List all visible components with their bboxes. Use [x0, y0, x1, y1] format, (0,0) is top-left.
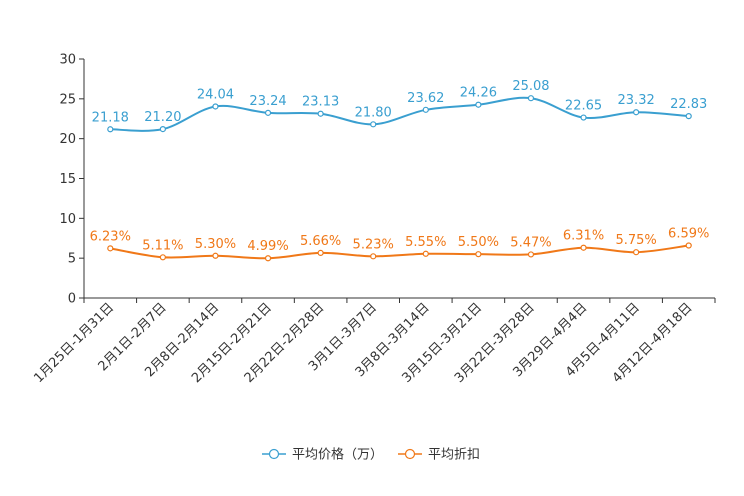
data-label: 24.04 — [197, 87, 234, 102]
y-tick-label: 5 — [68, 252, 76, 267]
data-point[interactable] — [475, 101, 482, 108]
data-point[interactable] — [370, 253, 377, 260]
data-point[interactable] — [317, 110, 324, 117]
series-2: 6.23% 5.11% 5.30% 4.99% 5.66% 5.23% 5.55% 5.50%… — [90, 226, 709, 262]
data-point[interactable] — [527, 95, 535, 102]
data-label: 23.24 — [249, 94, 286, 109]
y-tick-label: 20 — [59, 132, 76, 147]
data-point[interactable] — [633, 109, 640, 116]
data-label: 6.23% — [90, 229, 131, 244]
data-label: 5.47% — [510, 235, 551, 250]
data-label: 22.65 — [565, 99, 602, 114]
data-label: 6.31% — [563, 229, 604, 244]
data-point[interactable] — [317, 249, 324, 257]
data-point[interactable] — [685, 242, 692, 249]
y-tick-label: 10 — [59, 212, 76, 227]
data-label: 21.80 — [355, 105, 392, 120]
data-point[interactable] — [475, 251, 482, 258]
data-point[interactable] — [580, 114, 587, 121]
series-line — [110, 244, 689, 260]
data-label: 5.30% — [195, 237, 236, 252]
data-point[interactable] — [422, 106, 429, 113]
data-point[interactable] — [633, 249, 640, 256]
y-tick-label: 30 — [59, 53, 76, 68]
data-label: 21.20 — [144, 110, 181, 125]
data-point[interactable] — [370, 121, 377, 128]
data-label: 23.13 — [302, 95, 339, 110]
data-point[interactable] — [107, 245, 114, 252]
legend-item-1[interactable]: 平均价格（万） — [262, 447, 383, 463]
data-point[interactable] — [159, 254, 166, 261]
data-point[interactable] — [580, 244, 587, 251]
legend-label: 平均折扣 — [428, 448, 480, 463]
data-point[interactable] — [107, 126, 114, 133]
data-point[interactable] — [527, 251, 535, 258]
data-label: 5.66% — [300, 234, 341, 249]
legend-label: 平均价格（万） — [292, 447, 383, 463]
data-point[interactable] — [264, 255, 272, 262]
data-label: 5.11% — [142, 238, 183, 253]
data-label: 24.26 — [460, 86, 497, 101]
data-label: 22.83 — [670, 97, 707, 112]
data-label: 21.18 — [92, 110, 129, 125]
legend-marker-icon — [268, 448, 280, 460]
data-label: 4.99% — [247, 239, 288, 254]
data-point[interactable] — [159, 126, 166, 133]
data-label: 23.32 — [618, 93, 655, 108]
axes: 0510152025301月25日-1月31日2月1日-2月7日2月8日-2月1… — [31, 53, 716, 386]
data-label: 5.23% — [353, 237, 394, 252]
series-layer: 21.18 21.20 24.04 23.24 23.13 21.80 23.62 24.26… — [90, 79, 709, 262]
data-label: 5.50% — [458, 235, 499, 250]
series-1: 21.18 21.20 24.04 23.24 23.13 21.80 23.62 24.26… — [92, 79, 707, 133]
legend-item-2[interactable]: 平均折扣 — [398, 448, 480, 463]
y-tick-label: 15 — [59, 172, 76, 187]
data-point[interactable] — [212, 103, 219, 110]
data-point[interactable] — [264, 109, 272, 116]
data-label: 6.59% — [668, 226, 709, 241]
data-label: 5.75% — [615, 233, 656, 248]
data-point[interactable] — [422, 250, 429, 257]
data-label: 5.55% — [405, 235, 446, 250]
data-point[interactable] — [212, 252, 219, 259]
data-label: 25.08 — [512, 79, 549, 94]
data-label: 23.62 — [407, 91, 444, 106]
legend-marker-icon — [404, 448, 416, 460]
y-tick-label: 25 — [59, 92, 76, 107]
y-tick-label: 0 — [68, 292, 76, 307]
legend[interactable]: 平均价格（万） 平均折扣 — [262, 447, 480, 463]
data-point[interactable] — [685, 113, 692, 120]
series-line — [110, 96, 689, 132]
